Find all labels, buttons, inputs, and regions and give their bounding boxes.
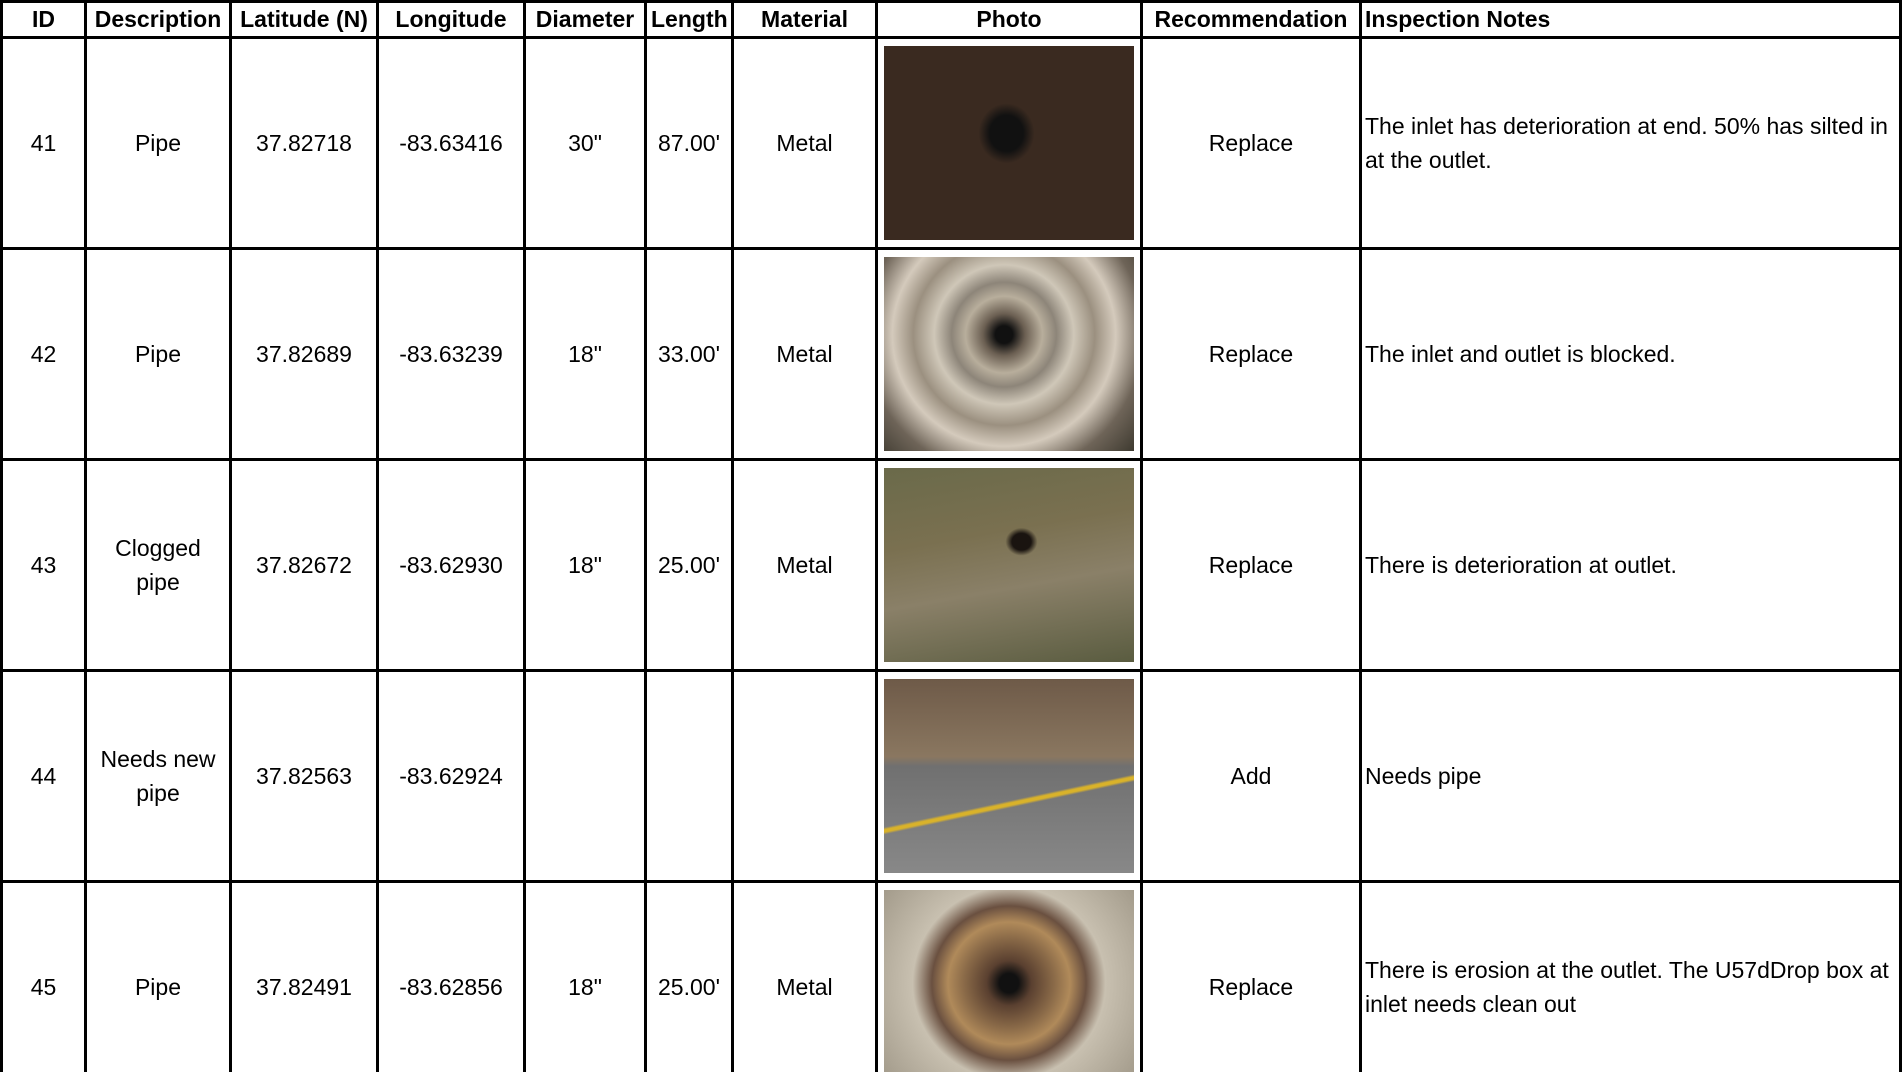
photo-cell	[875, 880, 1143, 1072]
diameter-cell: 18"	[523, 247, 647, 461]
material-cell: Metal	[731, 247, 878, 461]
notes-cell: Needs pipe	[1359, 669, 1902, 883]
latitude-cell: 37.82563	[229, 669, 379, 883]
column-header: Recommendation	[1140, 0, 1362, 39]
longitude-cell: -83.62856	[376, 880, 526, 1072]
table-row: 45 Pipe 37.82491 -83.62856 18" 25.00' Metal Rep…	[0, 880, 1902, 1072]
empty-cell	[731, 669, 878, 883]
photo-cell	[875, 36, 1143, 250]
table-row: 41 Pipe 37.82718 -83.63416 30" 87.00' Metal Rep…	[0, 36, 1902, 250]
column-header: Length	[644, 0, 734, 39]
id-cell: 42	[0, 247, 87, 461]
notes-cell: There is erosion at the outlet. The U57d…	[1359, 880, 1902, 1072]
length-cell: 87.00'	[644, 36, 734, 250]
description-cell: Needs new pipe	[84, 669, 232, 883]
photo	[884, 257, 1134, 451]
length-cell: 25.00'	[644, 880, 734, 1072]
latitude-cell: 37.82672	[229, 458, 379, 672]
latitude-cell: 37.82718	[229, 36, 379, 250]
longitude-cell: -83.62930	[376, 458, 526, 672]
column-header: Photo	[875, 0, 1143, 39]
notes-cell: There is deterioration at outlet.	[1359, 458, 1902, 672]
recommendation-cell: Add	[1140, 669, 1362, 883]
description-cell: Clogged pipe	[84, 458, 232, 672]
header-row: ID Description Latitude (N) Longitude Diamet…	[0, 0, 1902, 39]
diameter-cell: 18"	[523, 458, 647, 672]
column-header: Diameter	[523, 0, 647, 39]
longitude-cell: -83.63416	[376, 36, 526, 250]
latitude-cell: 37.82491	[229, 880, 379, 1072]
diameter-cell: 30"	[523, 36, 647, 250]
photo-cell	[875, 669, 1143, 883]
material-cell: Metal	[731, 36, 878, 250]
id-cell: 43	[0, 458, 87, 672]
recommendation-cell: Replace	[1140, 36, 1362, 250]
photo	[884, 890, 1134, 1072]
table-body: 41 Pipe 37.82718 -83.63416 30" 87.00' Metal Rep…	[0, 36, 1902, 1072]
photo-cell	[875, 247, 1143, 461]
table-row: 44 Needs new pipe 37.82563 -83.62924 Add Need…	[0, 669, 1902, 883]
id-cell: 45	[0, 880, 87, 1072]
length-cell: 33.00'	[644, 247, 734, 461]
diameter-cell: 18"	[523, 880, 647, 1072]
table-row: 43 Clogged pipe 37.82672 -83.62930 18" 25.00'…	[0, 458, 1902, 672]
table-row: 42 Pipe 37.82689 -83.63239 18" 33.00' Metal Rep…	[0, 247, 1902, 461]
notes-cell: The inlet has deterioration at end. 50% …	[1359, 36, 1902, 250]
photo	[884, 679, 1134, 873]
photo	[884, 468, 1134, 662]
description-cell: Pipe	[84, 36, 232, 250]
recommendation-cell: Replace	[1140, 880, 1362, 1072]
id-cell: 44	[0, 669, 87, 883]
notes-cell: The inlet and outlet is blocked.	[1359, 247, 1902, 461]
column-header: Description	[84, 0, 232, 39]
photo	[884, 46, 1134, 240]
recommendation-cell: Replace	[1140, 247, 1362, 461]
empty-cell	[644, 669, 734, 883]
column-header: Longitude	[376, 0, 526, 39]
latitude-cell: 37.82689	[229, 247, 379, 461]
longitude-cell: -83.62924	[376, 669, 526, 883]
column-header: Inspection Notes	[1359, 0, 1902, 39]
column-header: Material	[731, 0, 878, 39]
column-header: ID	[0, 0, 87, 39]
material-cell: Metal	[731, 458, 878, 672]
recommendation-cell: Replace	[1140, 458, 1362, 672]
photo-cell	[875, 458, 1143, 672]
material-cell: Metal	[731, 880, 878, 1072]
column-header: Latitude (N)	[229, 0, 379, 39]
description-cell: Pipe	[84, 880, 232, 1072]
id-cell: 41	[0, 36, 87, 250]
description-cell: Pipe	[84, 247, 232, 461]
empty-cell	[523, 669, 647, 883]
longitude-cell: -83.63239	[376, 247, 526, 461]
length-cell: 25.00'	[644, 458, 734, 672]
